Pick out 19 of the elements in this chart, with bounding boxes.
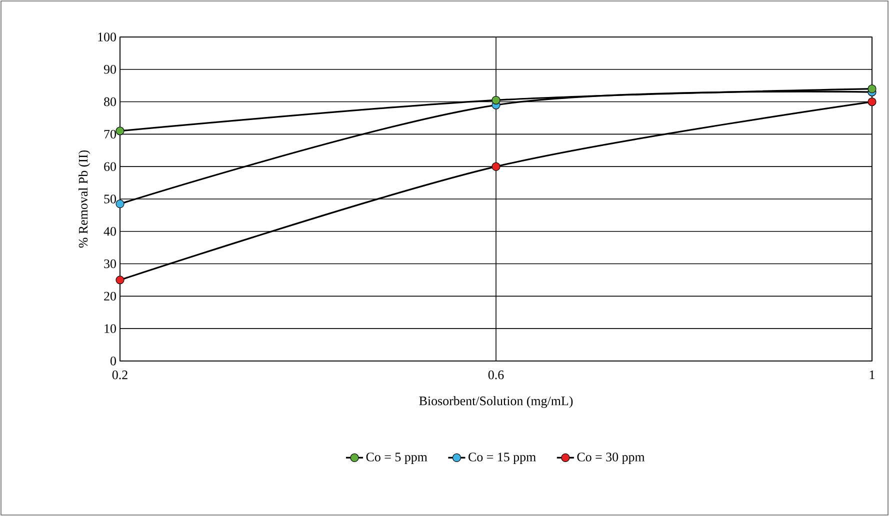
y-tick-label: 90 — [104, 65, 116, 74]
x-tick-label: 0.6 — [488, 370, 504, 380]
y-tick-label: 70 — [104, 130, 116, 139]
y-tick-label: 20 — [104, 292, 116, 301]
legend-label: Co = 5 ppm — [366, 452, 428, 464]
legend-label: Co = 15 ppm — [468, 452, 536, 464]
y-tick-label: 30 — [104, 259, 116, 268]
y-tick-label: 100 — [98, 32, 116, 42]
x-axis-title: Biosorbent/Solution (mg/mL) — [419, 396, 573, 408]
x-tick-label: 1 — [870, 370, 874, 380]
y-tick-label: 10 — [104, 324, 116, 333]
y-tick-label: 60 — [104, 162, 116, 171]
x-tick-label: 0.2 — [112, 370, 128, 380]
y-tick-label: 50 — [104, 194, 116, 204]
y-tick-label: 0 — [110, 356, 116, 366]
y-tick-label: 80 — [104, 97, 116, 106]
legend-label: Co = 30 ppm — [577, 452, 645, 464]
y-tick-label: 40 — [104, 227, 116, 236]
y-axis-title: % Removal Pb (II) — [78, 150, 90, 248]
